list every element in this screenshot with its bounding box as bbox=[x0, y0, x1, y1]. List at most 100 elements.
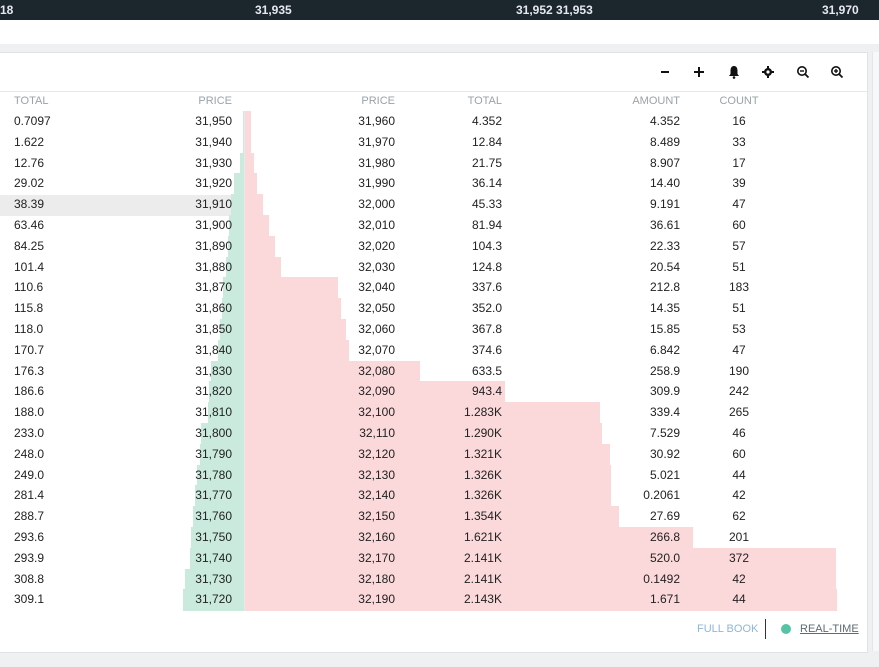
bid-depth-bar bbox=[189, 547, 244, 570]
highlighted-row bbox=[0, 195, 244, 216]
real-time-link[interactable]: REAL-TIME bbox=[800, 623, 859, 635]
bid-depth-bar bbox=[221, 298, 244, 320]
zoom-out-icon[interactable] bbox=[795, 64, 811, 80]
ask-depth-bar bbox=[245, 298, 342, 320]
toolbar-divider bbox=[0, 91, 867, 92]
table-row[interactable]: 38.39 31,910 32,000 45.33 9.191 47 bbox=[0, 194, 867, 215]
ticker-value: 31,970 bbox=[822, 3, 859, 17]
ask-count: 47 bbox=[732, 342, 746, 357]
bid-total: 29.02 bbox=[14, 176, 45, 191]
ask-depth-bar bbox=[245, 589, 837, 611]
ask-total: 1.283K bbox=[463, 405, 502, 420]
table-row[interactable]: 29.02 31,920 31,990 36.14 14.40 39 bbox=[0, 173, 867, 194]
bid-depth-bar bbox=[210, 360, 244, 382]
bid-depth-bar bbox=[190, 527, 244, 549]
table-row[interactable]: 115.8 31,860 32,050 352.0 14.35 51 bbox=[0, 298, 867, 319]
bid-depth-bar bbox=[199, 443, 244, 466]
table-row[interactable]: 0.7097 31,950 31,960 4.352 4.352 16 bbox=[0, 111, 867, 132]
bid-depth-bar bbox=[239, 152, 244, 174]
table-row[interactable]: 186.6 31,820 32,090 943.4 309.9 242 bbox=[0, 381, 867, 402]
table-row[interactable]: 101.4 31,880 32,030 124.8 20.54 51 bbox=[0, 257, 867, 278]
table-row[interactable]: 308.8 31,730 32,180 2.141K 0.1492 42 bbox=[0, 569, 867, 590]
table-row[interactable]: 12.76 31,930 31,980 21.75 8.907 17 bbox=[0, 153, 867, 174]
ticker-value: 31,952 31,953 bbox=[516, 3, 593, 17]
ask-count: 62 bbox=[732, 509, 746, 524]
table-row[interactable]: 293.6 31,750 32,160 1.621K 266.8 201 bbox=[0, 527, 867, 548]
ask-price: 32,160 bbox=[358, 530, 395, 544]
table-row[interactable]: 248.0 31,790 32,120 1.321K 30.92 60 bbox=[0, 444, 867, 465]
table-row[interactable]: 233.0 31,800 32,110 1.290K 7.529 46 bbox=[0, 423, 867, 444]
table-row[interactable]: 63.46 31,900 32,010 81.94 36.61 60 bbox=[0, 215, 867, 236]
zoom-in-icon[interactable] bbox=[829, 64, 845, 80]
bid-price: 31,720 bbox=[195, 592, 232, 607]
ask-total: 1.290K bbox=[463, 426, 502, 440]
bid-price-header: PRICE bbox=[198, 95, 232, 107]
ask-price: 32,150 bbox=[358, 509, 395, 524]
footer-separator bbox=[765, 619, 766, 639]
ask-price: 32,030 bbox=[358, 259, 395, 274]
bid-price: 31,810 bbox=[195, 405, 232, 420]
bid-price: 31,920 bbox=[195, 176, 232, 191]
bid-price: 31,930 bbox=[195, 155, 232, 170]
ask-count: 201 bbox=[728, 530, 750, 544]
table-row[interactable]: 293.9 31,740 32,170 2.141K 520.0 372 bbox=[0, 548, 867, 569]
ask-price: 32,090 bbox=[358, 384, 395, 399]
bid-price: 31,850 bbox=[195, 322, 232, 336]
bid-depth-bar bbox=[220, 319, 244, 341]
book-separator bbox=[244, 111, 245, 611]
ask-price: 31,990 bbox=[358, 176, 395, 191]
ask-total: 2.141K bbox=[463, 550, 502, 565]
bid-price: 31,840 bbox=[195, 342, 232, 357]
ask-price: 32,020 bbox=[358, 238, 395, 253]
ask-count: 51 bbox=[732, 259, 746, 274]
ask-price: 32,050 bbox=[358, 301, 395, 316]
table-row[interactable]: 188.0 31,810 32,100 1.283K 339.4 265 bbox=[0, 402, 867, 423]
ticker-value: 31,935 bbox=[255, 3, 292, 17]
ask-count: 51 bbox=[732, 301, 746, 316]
gear-icon[interactable] bbox=[760, 64, 776, 80]
table-row[interactable]: 249.0 31,780 32,130 1.326K 5.021 44 bbox=[0, 465, 867, 486]
ask-price: 32,170 bbox=[358, 550, 395, 565]
ask-amount: 14.40 bbox=[649, 176, 680, 191]
bid-total: 176.3 bbox=[14, 363, 45, 378]
ask-amount: 15.85 bbox=[649, 322, 680, 336]
ask-depth-bar bbox=[245, 152, 254, 174]
bell-icon[interactable] bbox=[726, 64, 742, 80]
ask-depth-bar bbox=[245, 443, 610, 466]
ask-amount: 0.1492 bbox=[643, 571, 680, 586]
ask-count-header: COUNT bbox=[719, 95, 759, 107]
table-row[interactable]: 176.3 31,830 32,080 633.5 258.9 190 bbox=[0, 361, 867, 382]
table-row[interactable]: 84.25 31,890 32,020 104.3 22.33 57 bbox=[0, 236, 867, 257]
bid-total: 12.76 bbox=[14, 155, 45, 170]
bid-depth-bar bbox=[184, 568, 244, 590]
ask-depth-bar bbox=[245, 547, 837, 570]
bid-depth-bar bbox=[243, 131, 244, 154]
table-row[interactable]: 309.1 31,720 32,190 2.143K 1.671 44 bbox=[0, 589, 867, 610]
plus-icon[interactable] bbox=[691, 64, 707, 80]
ask-depth-bar bbox=[245, 568, 837, 590]
full-book-link[interactable]: FULL BOOK bbox=[697, 623, 759, 635]
ask-count: 60 bbox=[732, 446, 746, 461]
bid-price: 31,800 bbox=[195, 426, 232, 440]
ask-amount: 30.92 bbox=[649, 446, 680, 461]
ask-count: 33 bbox=[732, 134, 746, 149]
order-book-panel: TOTAL PRICE PRICE TOTAL AMOUNT COUNT 0.7… bbox=[0, 52, 868, 653]
minus-icon[interactable] bbox=[657, 64, 673, 80]
ask-amount: 0.2061 bbox=[643, 488, 680, 503]
table-row[interactable]: 170.7 31,840 32,070 374.6 6.842 47 bbox=[0, 340, 867, 361]
table-row[interactable]: 118.0 31,850 32,060 367.8 15.85 53 bbox=[0, 319, 867, 340]
table-row[interactable]: 288.7 31,760 32,150 1.354K 27.69 62 bbox=[0, 506, 867, 527]
bid-total-header: TOTAL bbox=[14, 95, 49, 107]
table-row[interactable]: 110.6 31,870 32,040 337.6 212.8 183 bbox=[0, 277, 867, 298]
bid-price: 31,940 bbox=[195, 134, 232, 149]
ask-total: 352.0 bbox=[471, 301, 502, 316]
ask-amount: 36.61 bbox=[649, 218, 680, 232]
ask-count: 46 bbox=[732, 426, 746, 440]
ask-price-header: PRICE bbox=[361, 95, 395, 107]
ask-total: 1.326K bbox=[463, 467, 502, 482]
ask-count: 53 bbox=[732, 322, 746, 336]
bid-price: 31,750 bbox=[195, 530, 232, 544]
table-row[interactable]: 281.4 31,770 32,140 1.326K 0.2061 42 bbox=[0, 485, 867, 506]
table-row[interactable]: 1.622 31,940 31,970 12.84 8.489 33 bbox=[0, 132, 867, 153]
ask-depth-bar bbox=[245, 423, 602, 445]
